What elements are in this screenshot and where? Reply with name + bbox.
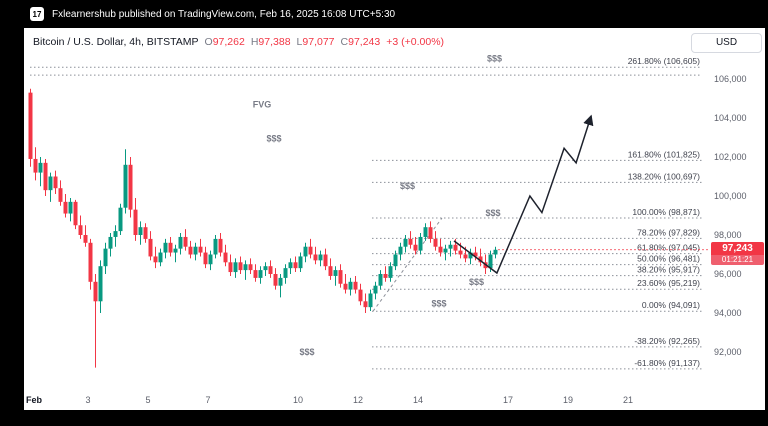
close-value: 97,243 (348, 36, 381, 48)
last-price-badge: 97,243 01:21:21 (711, 241, 764, 265)
symbol-row: Bitcoin / U.S. Dollar, 4h, BITSTAMP O97,2… (33, 36, 444, 48)
open-value: 97,262 (212, 36, 245, 48)
symbol-title[interactable]: Bitcoin / U.S. Dollar, 4h, BITSTAMP (33, 36, 199, 48)
low-value: 97,077 (302, 36, 335, 48)
svg-text:12: 12 (353, 395, 363, 405)
svg-text:FVG: FVG (253, 99, 272, 109)
low-label: L (296, 36, 303, 48)
svg-text:92,000: 92,000 (714, 347, 742, 357)
svg-text:3: 3 (85, 395, 90, 405)
svg-text:102,000: 102,000 (714, 152, 747, 162)
svg-text:50.00% (96,481): 50.00% (96,481) (637, 254, 700, 264)
svg-text:61.80% (97,045): 61.80% (97,045) (637, 243, 700, 253)
svg-text:5: 5 (145, 395, 150, 405)
publish-text: Fxlearnershub published on TradingView.c… (52, 8, 396, 20)
bar-countdown: 01:21:21 (711, 254, 764, 265)
svg-text:7: 7 (205, 395, 210, 405)
publish-bar: 17 Fxlearnershub published on TradingVie… (0, 0, 768, 28)
svg-text:$$$: $$$ (485, 208, 500, 218)
svg-text:23.60% (95,219): 23.60% (95,219) (637, 278, 700, 288)
svg-text:98,000: 98,000 (714, 230, 742, 240)
currency-button[interactable]: USD (691, 33, 762, 53)
svg-text:19: 19 (563, 395, 573, 405)
svg-text:$$$: $$$ (469, 277, 484, 287)
svg-text:17: 17 (503, 395, 513, 405)
svg-text:$$$: $$$ (487, 53, 502, 63)
high-label: H (250, 36, 259, 48)
svg-text:38.20% (95,917): 38.20% (95,917) (637, 265, 700, 275)
svg-text:$$$: $$$ (266, 133, 281, 143)
svg-text:Feb: Feb (26, 395, 43, 405)
close-label: C (340, 36, 349, 48)
svg-text:100.00% (98,871): 100.00% (98,871) (632, 207, 700, 217)
high-value: 97,388 (258, 36, 291, 48)
svg-text:-38.20% (92,265): -38.20% (92,265) (634, 336, 700, 346)
svg-text:10: 10 (293, 395, 303, 405)
svg-text:21: 21 (623, 395, 633, 405)
svg-text:94,000: 94,000 (714, 308, 742, 318)
svg-text:$$$: $$$ (299, 347, 314, 357)
svg-text:-61.80% (91,137): -61.80% (91,137) (634, 358, 700, 368)
svg-text:$$$: $$$ (400, 181, 415, 191)
svg-text:261.80% (106,605): 261.80% (106,605) (628, 56, 700, 66)
svg-text:96,000: 96,000 (714, 269, 742, 279)
svg-text:100,000: 100,000 (714, 191, 747, 201)
svg-text:0.00% (94,091): 0.00% (94,091) (642, 300, 700, 310)
svg-text:106,000: 106,000 (714, 74, 747, 84)
tradingview-logo-icon: 17 (30, 7, 44, 21)
change-value: +3 (+0.00%) (386, 36, 445, 48)
svg-text:138.20% (100,697): 138.20% (100,697) (628, 171, 700, 181)
svg-text:104,000: 104,000 (714, 113, 747, 123)
open-label: O (204, 36, 213, 48)
ohlc-values: O97,262 H97,388 L97,077 C97,243 (199, 36, 381, 48)
svg-text:$$$: $$$ (431, 299, 446, 309)
last-price: 97,243 (711, 241, 764, 255)
svg-text:14: 14 (413, 395, 423, 405)
svg-text:161.80% (101,825): 161.80% (101,825) (628, 149, 700, 159)
svg-text:78.20% (97,829): 78.20% (97,829) (637, 227, 700, 237)
